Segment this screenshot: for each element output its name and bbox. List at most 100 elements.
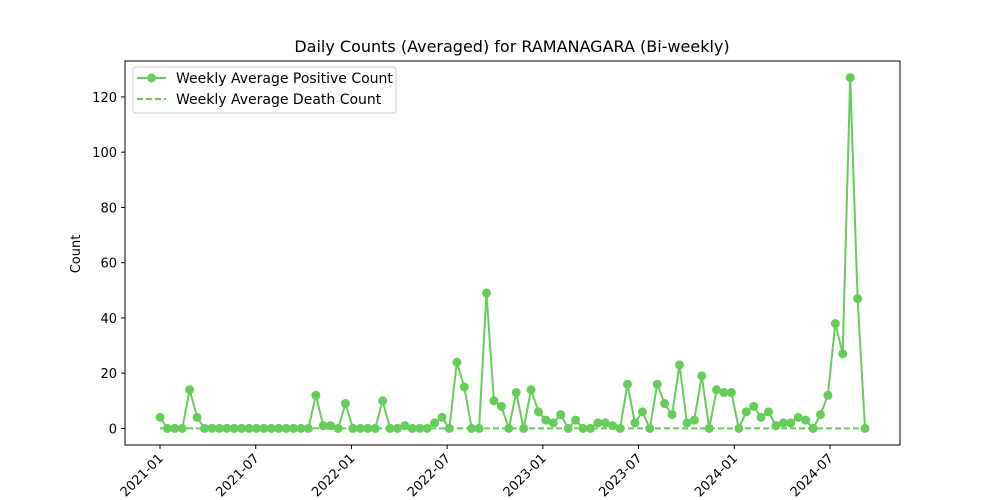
- positive-count-point: [348, 423, 358, 433]
- positive-count-point: [801, 415, 811, 425]
- positive-count-point: [608, 421, 618, 431]
- positive-count-point: [281, 423, 291, 433]
- positive-count-point: [541, 415, 551, 425]
- positive-count-point: [200, 423, 210, 433]
- positive-count-point: [467, 423, 477, 433]
- legend-death-label: Weekly Average Death Count: [176, 92, 382, 108]
- y-tick-label: 40: [100, 312, 117, 327]
- positive-count-point: [533, 407, 543, 417]
- positive-count-point: [667, 410, 677, 420]
- positive-count-point: [289, 423, 299, 433]
- positive-count-point: [177, 423, 187, 433]
- positive-count-point: [704, 423, 714, 433]
- positive-count-point: [764, 407, 774, 417]
- positive-count-point: [563, 423, 573, 433]
- positive-count-point: [229, 423, 239, 433]
- plot-area: [155, 73, 870, 433]
- positive-count-point: [444, 423, 454, 433]
- positive-count-point: [378, 396, 388, 406]
- positive-count-point: [838, 349, 848, 359]
- positive-count-point: [571, 415, 581, 425]
- positive-count-point: [185, 385, 195, 395]
- positive-count-point: [660, 399, 670, 409]
- y-tick-label: 0: [109, 422, 117, 437]
- positive-count-point: [296, 423, 306, 433]
- positive-count-point: [326, 421, 336, 431]
- positive-count-point: [689, 415, 699, 425]
- positive-count-point: [259, 423, 269, 433]
- positive-count-point: [682, 418, 692, 428]
- positive-count-point: [355, 423, 365, 433]
- positive-count-point: [496, 401, 506, 411]
- positive-count-point: [452, 357, 462, 367]
- positive-count-point: [437, 412, 447, 422]
- positive-count-point: [303, 423, 313, 433]
- positive-count-point: [853, 294, 863, 304]
- positive-count-point: [363, 423, 373, 433]
- positive-count-point: [771, 421, 781, 431]
- positive-count-point: [385, 423, 395, 433]
- positive-count-point: [244, 423, 254, 433]
- y-tick-label: 80: [100, 201, 117, 216]
- plot-frame: [124, 60, 901, 446]
- positive-count-point: [511, 388, 521, 398]
- positive-count-point: [615, 423, 625, 433]
- positive-count-point: [489, 396, 499, 406]
- positive-count-point: [407, 423, 417, 433]
- positive-count-point: [274, 423, 284, 433]
- y-tick-label: 120: [92, 91, 117, 106]
- positive-count-point: [593, 418, 603, 428]
- positive-count-point: [786, 418, 796, 428]
- positive-count-point: [214, 423, 224, 433]
- positive-count-point: [719, 388, 729, 398]
- positive-count-point: [251, 423, 261, 433]
- positive-count-point: [162, 423, 172, 433]
- legend-positive-label: Weekly Average Positive Count: [176, 71, 393, 87]
- positive-count-point: [459, 382, 469, 392]
- positive-count-point: [600, 418, 610, 428]
- positive-count-point: [652, 379, 662, 389]
- positive-count-point: [585, 423, 595, 433]
- positive-count-point: [860, 423, 870, 433]
- positive-count-point: [392, 423, 402, 433]
- positive-count-point: [808, 423, 818, 433]
- positive-count-point: [630, 418, 640, 428]
- positive-count-point: [556, 410, 566, 420]
- positive-count-point: [422, 423, 432, 433]
- positive-count-point: [222, 423, 232, 433]
- positive-count-point: [482, 288, 492, 298]
- positive-count-point: [370, 423, 380, 433]
- positive-count-point: [207, 423, 217, 433]
- positive-count-point: [793, 412, 803, 422]
- chart-title: Daily Counts (Averaged) for RAMANAGARA (…: [294, 37, 729, 56]
- y-axis-label: Count: [69, 235, 84, 274]
- positive-count-point: [726, 388, 736, 398]
- positive-count-point: [548, 418, 558, 428]
- positive-count-point: [712, 385, 722, 395]
- positive-count-point: [778, 418, 788, 428]
- positive-count-point: [333, 423, 343, 433]
- positive-count-point: [697, 371, 707, 381]
- y-tick-label: 100: [92, 146, 117, 161]
- positive-count-point: [266, 423, 276, 433]
- positive-count-point: [400, 421, 410, 431]
- positive-count-point: [845, 73, 855, 83]
- legend-box: [132, 66, 397, 114]
- positive-count-point: [734, 423, 744, 433]
- positive-count-point: [756, 412, 766, 422]
- positive-count-point: [519, 423, 529, 433]
- legend-positive-marker: [147, 73, 156, 83]
- positive-count-point: [318, 421, 328, 431]
- legend: Weekly Average Positive Count Weekly Ave…: [132, 66, 397, 114]
- positive-count-point: [504, 423, 514, 433]
- positive-count-point: [341, 399, 351, 409]
- positive-count-point: [645, 423, 655, 433]
- positive-count-point: [526, 385, 536, 395]
- positive-count-point: [815, 410, 825, 420]
- y-tick-label: 60: [100, 257, 117, 272]
- positive-count-point: [830, 318, 840, 328]
- positive-count-point: [741, 407, 751, 417]
- positive-count-point: [578, 423, 588, 433]
- positive-count-point: [823, 390, 833, 400]
